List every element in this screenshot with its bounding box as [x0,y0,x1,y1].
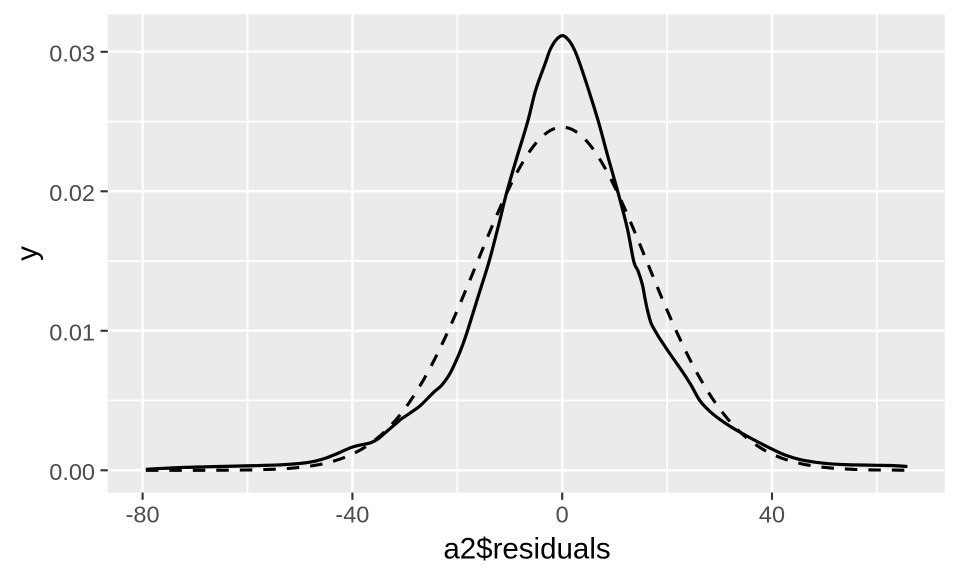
svg-text:0: 0 [556,501,569,527]
svg-text:y: y [11,246,44,261]
svg-text:a2$residuals: a2$residuals [443,532,610,565]
svg-text:40: 40 [759,501,785,527]
svg-text:0.03: 0.03 [49,41,95,67]
svg-text:0.00: 0.00 [49,459,95,485]
svg-text:-80: -80 [126,501,160,527]
svg-text:0.02: 0.02 [49,180,95,206]
svg-text:0.01: 0.01 [49,320,95,346]
svg-text:-40: -40 [335,501,369,527]
